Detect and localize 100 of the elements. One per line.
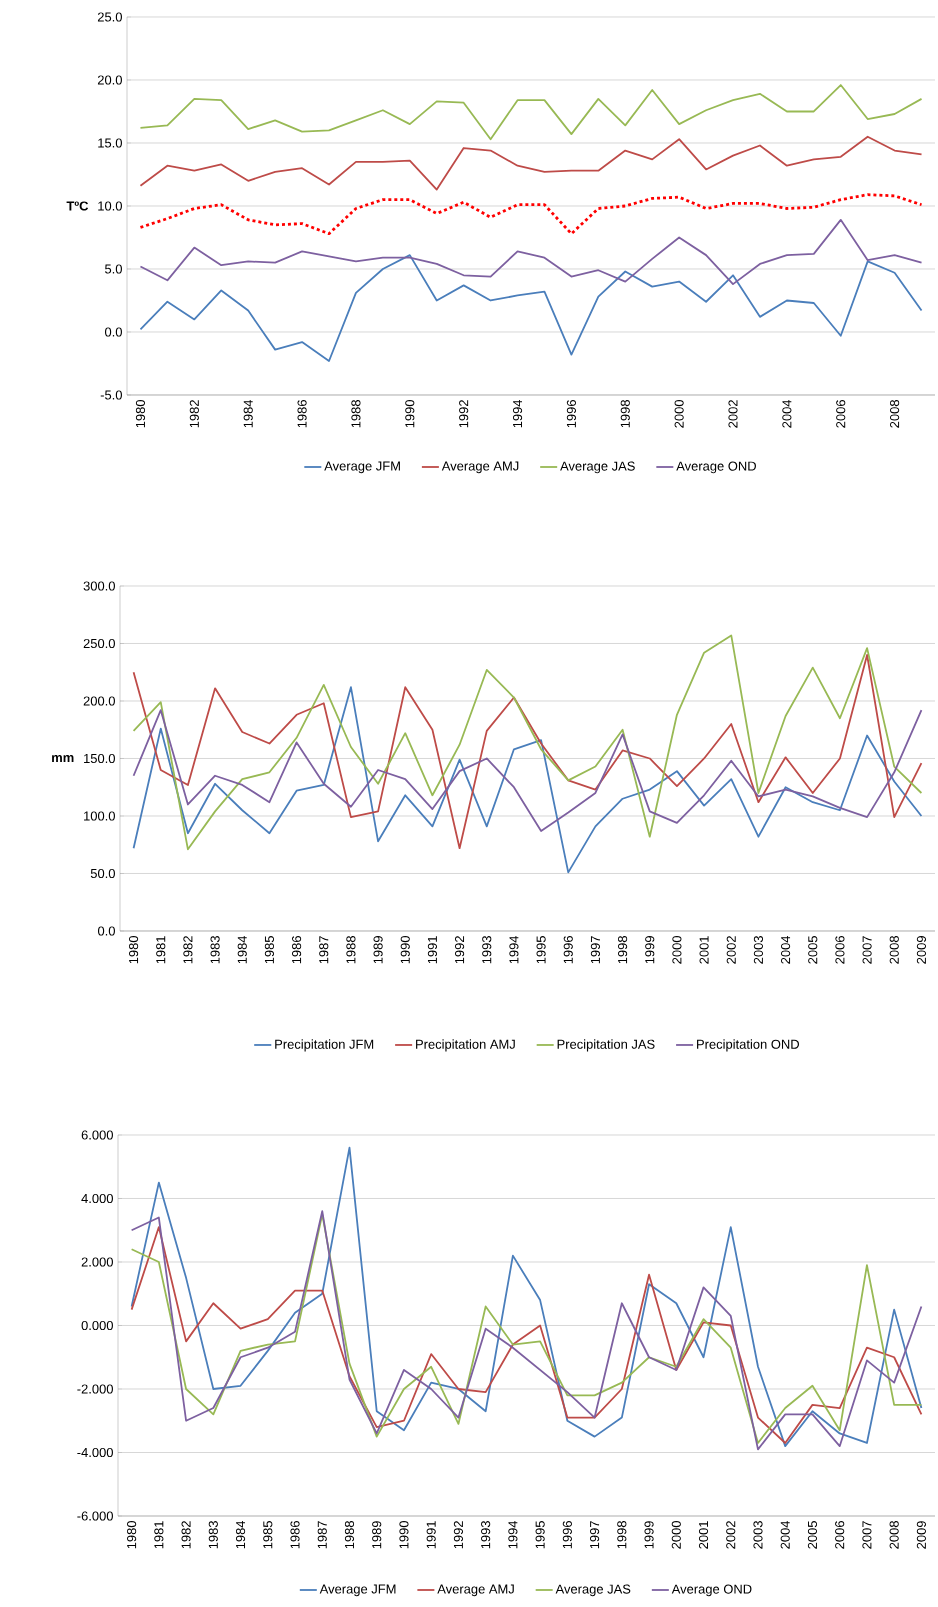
y-axis-title: mm <box>52 755 74 762</box>
x-tick-label: 2000 <box>674 400 684 428</box>
x-tick-label: 1998 <box>617 1521 627 1549</box>
legend-label: Average AMJ <box>441 461 519 474</box>
x-tick-label: 1991 <box>426 1521 436 1549</box>
x-tick-label: 1996 <box>566 400 576 428</box>
x-tick-label: 2002 <box>728 400 738 428</box>
x-tick-label: 1981 <box>154 1521 164 1549</box>
x-tick-label: 1980 <box>135 400 146 428</box>
x-tick-label: 2006 <box>836 400 846 428</box>
y-tick-label: 4.000 <box>81 1193 113 1204</box>
legend-label: Average AMJ <box>437 1584 514 1597</box>
x-tick-label: 2002 <box>726 1521 736 1549</box>
y-tick-label: 15.0 <box>98 138 122 148</box>
x-tick-label: 1999 <box>644 1521 654 1549</box>
x-tick-label: 2005 <box>808 936 818 964</box>
line-series <box>139 193 923 236</box>
x-tick-label: 1988 <box>346 936 356 964</box>
legend-label: Precipitation OND <box>697 1039 799 1052</box>
x-tick-label: 1987 <box>317 1521 327 1549</box>
x-tick-label: 2004 <box>781 935 791 964</box>
x-tick-label: 2002 <box>726 936 736 964</box>
x-tick-label: 1988 <box>344 1521 355 1549</box>
y-tick-label: -6.000 <box>77 1511 113 1521</box>
x-tick-label: 2001 <box>699 936 709 964</box>
x-tick-label: 1994 <box>508 1520 518 1549</box>
x-tick-label: 1990 <box>405 400 415 428</box>
x-tick-label: 2001 <box>698 1521 709 1549</box>
x-tick-label: 1985 <box>264 936 274 964</box>
x-tick-label: 1989 <box>373 936 383 964</box>
y-tick-label: 250.0 <box>83 638 115 649</box>
x-tick-label: 2006 <box>835 1521 845 1549</box>
x-tick-label: 1988 <box>351 400 361 428</box>
x-tick-label: 1986 <box>292 936 302 964</box>
x-tick-label: 2004 <box>780 1520 790 1549</box>
x-tick-label: 1991 <box>427 936 437 964</box>
legend-label: Precipitation AMJ <box>416 1039 515 1052</box>
x-tick-label: 1984 <box>237 935 247 964</box>
legend-label: Average JFM <box>324 461 400 474</box>
x-tick-label: 1986 <box>290 1521 300 1549</box>
x-tick-label: 1992 <box>453 1521 463 1549</box>
x-tick-label: 1985 <box>263 1521 273 1549</box>
x-tick-label: 2005 <box>807 1521 818 1549</box>
x-tick-label: 1987 <box>319 936 329 964</box>
y-tick-label: 0.0 <box>97 926 115 936</box>
x-tick-label: 1993 <box>482 936 492 964</box>
x-tick-label: 2008 <box>890 400 900 428</box>
x-tick-label: 1994 <box>512 399 523 428</box>
y-tick-label: 0.000 <box>81 1320 113 1331</box>
x-tick-label: 2009 <box>916 936 927 964</box>
line-series <box>139 218 923 286</box>
x-tick-label: 2004 <box>782 399 792 428</box>
x-tick-label: 1996 <box>562 1521 572 1549</box>
y-tick-label: 300.0 <box>83 581 115 591</box>
x-tick-label: 1984 <box>243 399 253 428</box>
x-tick-label: 1982 <box>189 400 199 428</box>
x-tick-label: 1996 <box>563 936 573 964</box>
y-tick-label: 50.0 <box>90 868 115 879</box>
x-tick-label: 2007 <box>862 1521 872 1549</box>
x-tick-label: 1984 <box>235 1520 246 1549</box>
legend-label: Precipitation JFM <box>275 1039 374 1052</box>
line-series <box>139 254 923 362</box>
legend-label: Average OND <box>676 461 756 474</box>
x-tick-label: 1980 <box>127 1521 137 1549</box>
y-tick-label: -4.000 <box>77 1447 113 1458</box>
x-tick-label: 1982 <box>181 1521 191 1549</box>
x-tick-label: 1994 <box>509 935 519 964</box>
x-tick-label: 2000 <box>672 936 682 964</box>
x-tick-label: 1983 <box>208 1521 218 1549</box>
y-tick-label: 20.0 <box>97 75 122 85</box>
y-tick-label: 25.0 <box>97 12 122 22</box>
line-series <box>130 1146 923 1448</box>
x-tick-label: 1998 <box>618 936 628 964</box>
x-tick-label: 1992 <box>459 400 469 428</box>
x-tick-label: 2000 <box>671 1521 681 1549</box>
x-tick-label: 1982 <box>183 936 193 964</box>
x-tick-label: 1995 <box>536 936 546 964</box>
y-tick-label: 0.0 <box>104 327 122 337</box>
y-tick-label: -5.0 <box>100 390 122 400</box>
x-tick-label: 1981 <box>156 936 166 964</box>
y-tick-label: 6.000 <box>81 1130 113 1140</box>
x-tick-label: 1980 <box>129 936 139 964</box>
line-series <box>132 709 923 832</box>
line-series <box>139 135 923 191</box>
x-tick-label: 1990 <box>400 936 410 964</box>
legend-label: Precipitation JAS <box>557 1039 655 1052</box>
x-tick-label: 1999 <box>645 936 655 964</box>
x-tick-label: 1995 <box>535 1521 545 1549</box>
line-series <box>139 84 923 141</box>
y-tick-label: 2.000 <box>81 1257 113 1267</box>
x-tick-label: 1992 <box>455 936 465 964</box>
x-tick-label: 2003 <box>753 1521 763 1549</box>
x-tick-label: 1998 <box>620 400 630 428</box>
y-axis-title: TºC <box>66 201 89 211</box>
y-tick-label: 10.0 <box>98 201 122 211</box>
x-tick-label: 1983 <box>210 936 220 964</box>
legend-label: Average JAS <box>555 1584 631 1597</box>
y-tick-label: -2.000 <box>77 1384 113 1394</box>
legend-label: Average OND <box>671 1584 752 1597</box>
x-tick-label: 1993 <box>481 1521 491 1549</box>
